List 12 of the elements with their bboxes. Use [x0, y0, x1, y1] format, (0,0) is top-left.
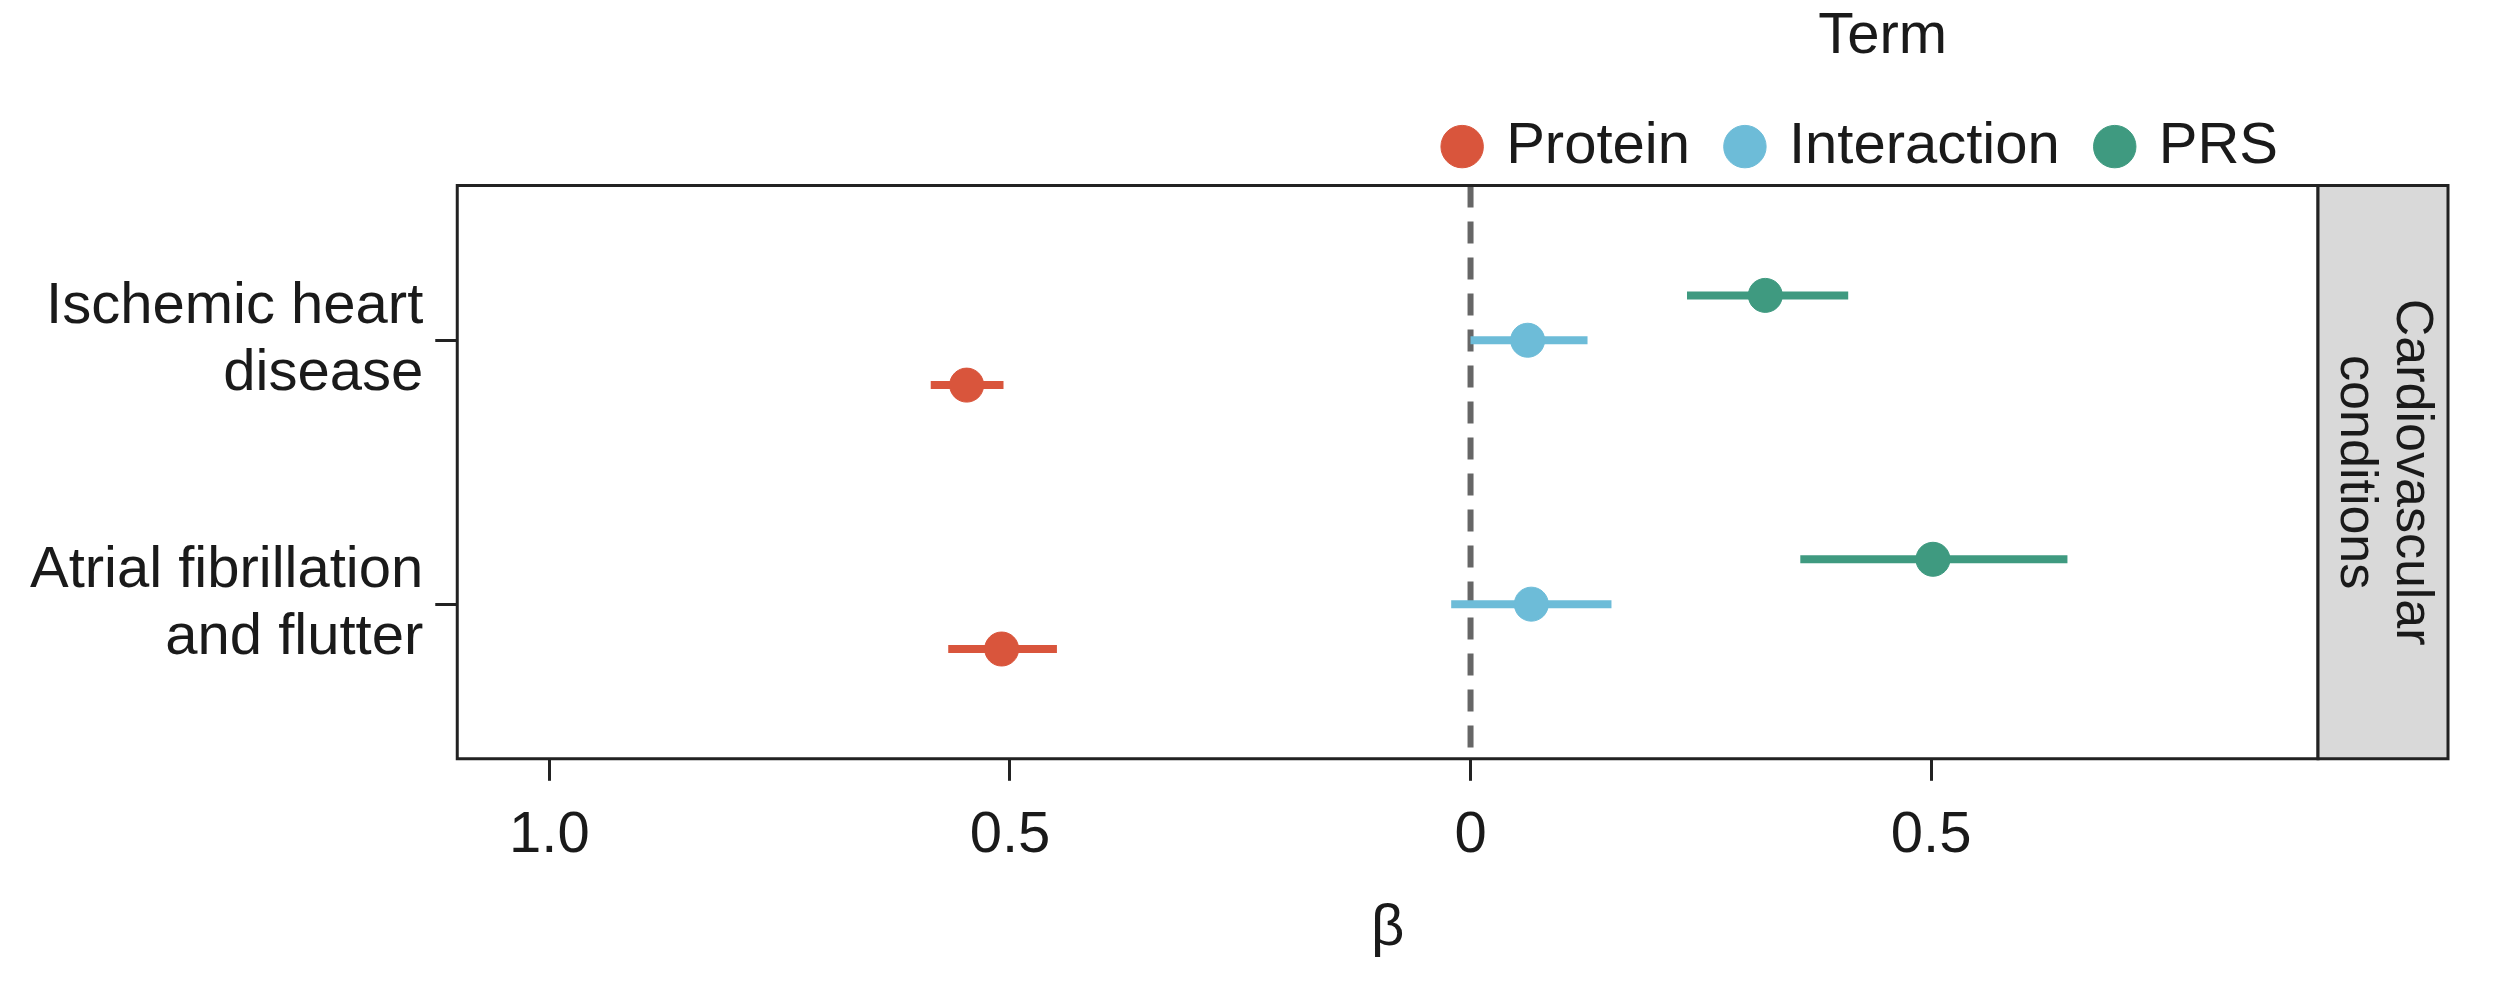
text: Cardiovascular conditions [2329, 298, 2444, 646]
y-tick-label: Ischemic heart disease [46, 269, 424, 402]
x-tick-label: 0.5 [969, 798, 1051, 864]
legend-label: Protein [1506, 109, 1690, 175]
legend-label: Interaction [1788, 109, 2060, 175]
x-tick-label: 1.0 [509, 798, 590, 864]
x-tick-label: 0 [1454, 798, 1487, 864]
x-axis-title: β [1370, 892, 1405, 958]
legend-label: PRS [2158, 109, 2279, 175]
x-tick-label: 0.5 [1890, 798, 1972, 864]
legend-title: Term [1818, 0, 1948, 65]
y-tick-label: Atrial fibrillation and flutter [29, 533, 424, 666]
